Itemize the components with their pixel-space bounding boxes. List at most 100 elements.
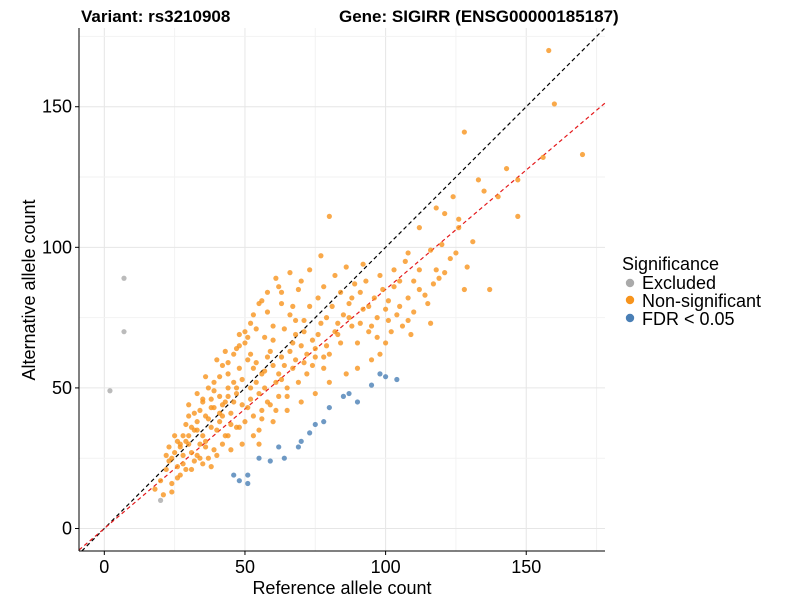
point-non-significant — [357, 320, 363, 326]
legend-marker-excluded — [625, 278, 635, 288]
point-non-significant — [397, 303, 403, 309]
point-fdr-0-05 — [382, 374, 389, 380]
point-non-significant — [264, 354, 271, 360]
point-non-significant — [169, 489, 175, 495]
point-non-significant — [214, 427, 220, 433]
point-excluded — [121, 329, 127, 335]
point-non-significant — [191, 410, 197, 416]
point-non-significant — [200, 396, 206, 402]
point-non-significant — [430, 281, 437, 287]
ticks: 0 50 100 150 0 50 100 150 — [42, 97, 541, 577]
point-non-significant — [208, 424, 214, 430]
point-non-significant — [163, 452, 169, 458]
point-non-significant — [152, 486, 158, 492]
point-non-significant — [211, 447, 217, 453]
point-non-significant — [470, 239, 476, 245]
point-non-significant — [318, 320, 324, 326]
legend-label-fdr: FDR < 0.05 — [642, 309, 735, 329]
point-non-significant — [309, 362, 316, 369]
point-fdr-0-05 — [256, 455, 262, 461]
x-axis-label: Reference allele count — [252, 578, 431, 598]
point-non-significant — [315, 295, 321, 301]
point-non-significant — [250, 413, 256, 419]
point-non-significant — [298, 399, 304, 405]
point-non-significant — [301, 329, 307, 335]
point-non-significant — [217, 374, 223, 380]
point-non-significant — [256, 441, 262, 447]
point-non-significant — [202, 438, 209, 444]
y-tick-label: 100 — [42, 237, 72, 257]
point-non-significant — [180, 433, 186, 439]
point-non-significant — [326, 351, 332, 357]
point-non-significant — [321, 284, 327, 290]
point-fdr-0-05 — [307, 430, 313, 436]
point-non-significant — [475, 177, 482, 183]
point-non-significant — [295, 379, 302, 385]
point-non-significant — [186, 402, 192, 408]
point-non-significant — [245, 357, 251, 363]
point-non-significant — [374, 315, 380, 321]
point-non-significant — [242, 340, 248, 346]
point-non-significant — [366, 329, 372, 335]
point-non-significant — [262, 385, 268, 391]
point-non-significant — [225, 385, 231, 391]
point-non-significant — [247, 351, 254, 357]
point-non-significant — [450, 194, 456, 200]
point-non-significant — [236, 331, 242, 338]
point-non-significant — [239, 402, 245, 408]
point-non-significant — [405, 250, 411, 256]
point-non-significant — [515, 213, 521, 219]
point-fdr-0-05 — [298, 438, 304, 444]
point-non-significant — [188, 449, 195, 456]
point-non-significant — [292, 357, 299, 363]
point-non-significant — [281, 326, 287, 332]
y-tick-label: 50 — [52, 378, 72, 398]
point-non-significant — [231, 379, 237, 385]
point-non-significant — [481, 188, 487, 194]
point-non-significant — [321, 365, 327, 371]
chart-title-gene: Gene: SIGIRR (ENSG00000185187) — [339, 7, 619, 26]
point-non-significant — [202, 444, 209, 450]
point-non-significant — [436, 275, 442, 281]
axes — [78, 28, 605, 552]
point-non-significant — [208, 404, 214, 411]
y-tick-label: 0 — [62, 519, 72, 539]
point-non-significant — [180, 452, 186, 458]
point-non-significant — [208, 464, 214, 470]
point-fdr-0-05 — [295, 444, 302, 450]
legend-label-non-significant: Non-significant — [642, 291, 761, 311]
point-fdr-0-05 — [281, 455, 287, 461]
point-non-significant — [202, 374, 209, 380]
point-non-significant — [188, 424, 195, 430]
point-non-significant — [273, 379, 279, 385]
x-tick-label: 150 — [511, 557, 541, 577]
point-non-significant — [231, 351, 237, 357]
point-non-significant — [262, 334, 268, 340]
point-non-significant — [225, 433, 231, 439]
point-non-significant — [214, 452, 220, 458]
point-fdr-0-05 — [368, 382, 375, 388]
point-non-significant — [250, 433, 256, 439]
point-non-significant — [335, 331, 341, 338]
point-non-significant — [217, 419, 223, 425]
point-non-significant — [346, 300, 352, 307]
legend-marker-fdr — [625, 313, 635, 323]
point-non-significant — [377, 351, 383, 357]
point-non-significant — [551, 101, 557, 107]
point-fdr-0-05 — [394, 376, 400, 383]
point-non-significant — [301, 360, 307, 366]
point-non-significant — [360, 261, 366, 267]
point-non-significant — [264, 309, 271, 315]
point-non-significant — [247, 320, 254, 326]
point-fdr-0-05 — [326, 404, 332, 411]
point-non-significant — [349, 295, 355, 301]
point-non-significant — [166, 444, 172, 450]
point-non-significant — [343, 264, 349, 270]
point-non-significant — [183, 421, 189, 428]
point-non-significant — [304, 371, 310, 377]
point-non-significant — [228, 447, 234, 453]
point-non-significant — [281, 362, 287, 369]
point-non-significant — [219, 441, 226, 447]
point-fdr-0-05 — [267, 458, 273, 464]
